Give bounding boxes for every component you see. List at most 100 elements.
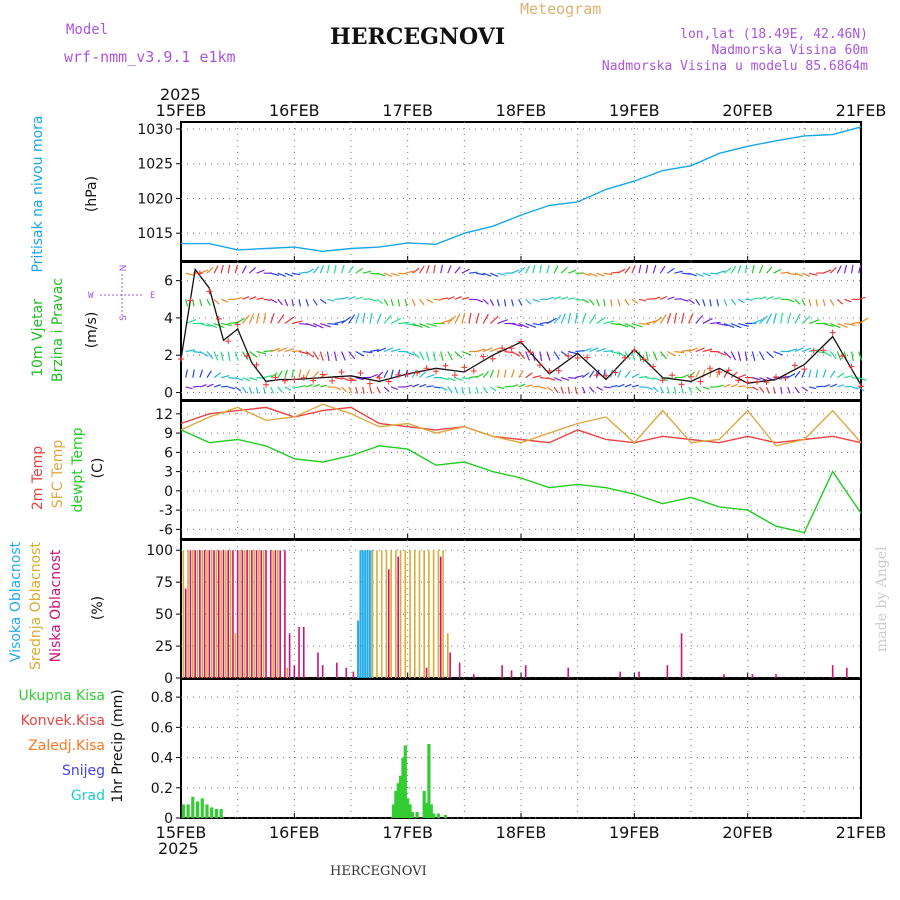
wind-arrow <box>709 272 719 275</box>
wind-arrow <box>440 318 452 325</box>
wind-arrow <box>666 312 672 324</box>
wind-arrow <box>858 296 866 300</box>
wind-speed-marker <box>508 345 515 352</box>
wind-arrow <box>716 299 720 307</box>
wind-arrow <box>433 351 436 362</box>
wind-arrow <box>312 298 318 306</box>
wind-arrow <box>291 350 302 353</box>
pressure-unit: (hPa) <box>84 176 100 212</box>
wind-speed-marker <box>234 321 241 328</box>
wind-arrow <box>362 270 372 274</box>
low-cloud-ylabel: Niska Oblacnost <box>48 549 64 662</box>
wind-arrow <box>653 296 661 300</box>
wind-arrow <box>263 298 271 301</box>
x-tick-label-top: 17FEB <box>382 101 433 120</box>
wind-arrow <box>737 298 745 304</box>
wind-arrow <box>808 319 820 325</box>
wind-arrow <box>645 264 649 274</box>
precip-bar <box>401 757 405 818</box>
wind-arrow <box>454 386 459 394</box>
wind-arrow <box>298 299 301 307</box>
wind-arrow <box>312 351 319 360</box>
legend-snow: Snijeg <box>62 763 105 779</box>
wind-arrow <box>858 317 869 325</box>
wind-arrow <box>362 386 365 394</box>
wind-speed-marker <box>669 372 676 379</box>
wind-arrow <box>235 296 243 300</box>
wind-arrow <box>489 369 494 378</box>
wind-arrow <box>667 350 677 357</box>
wind-arrow <box>298 350 309 355</box>
wind-arrow <box>702 272 712 277</box>
wind-arrow <box>723 322 735 329</box>
wind-arrow <box>553 377 562 382</box>
wind-arrow <box>348 386 353 394</box>
wind-arrow <box>518 383 526 388</box>
wind-arrow <box>270 272 280 276</box>
wind-arrow <box>738 322 749 327</box>
wind-arrow <box>355 296 363 300</box>
wind-arrow <box>255 312 260 324</box>
precip-ytick-label: 0.4 <box>151 751 173 767</box>
wind-arrow <box>291 299 295 307</box>
wind-arrow <box>412 383 420 388</box>
wind-arrow <box>596 386 604 391</box>
compass-e: E <box>150 291 155 301</box>
wind-arrow <box>596 316 606 325</box>
x-tick-label-bottom: 20FEB <box>722 823 773 842</box>
wind-arrow <box>525 322 537 328</box>
model-label: Model <box>66 22 108 38</box>
wind-arrow <box>638 298 647 302</box>
wind-arrow <box>801 299 806 306</box>
wind-arrow <box>376 313 382 324</box>
wind-arrow <box>518 370 524 378</box>
wind-arrow <box>305 351 315 358</box>
wind-arrow <box>652 386 659 393</box>
wind-arrow <box>369 298 378 302</box>
precip-bar <box>219 808 223 818</box>
wind-arrow <box>405 384 413 388</box>
x-tick-label-bottom: 16FEB <box>269 823 320 842</box>
wind-arrow <box>482 347 493 353</box>
wind-arrow <box>646 297 654 300</box>
wind-speed-marker <box>839 352 846 359</box>
precip-bar <box>200 798 204 818</box>
wind-arrow <box>553 314 562 324</box>
wind-speed-marker <box>338 368 345 375</box>
wind-arrow <box>652 316 663 325</box>
wind-arrow <box>383 314 392 324</box>
wind-arrow <box>638 351 642 362</box>
wind-arrow <box>553 386 559 394</box>
wind-arrow <box>489 315 499 324</box>
wind-arrow <box>822 350 832 357</box>
wind-arrow <box>298 271 308 274</box>
wind-speed-marker <box>310 377 317 384</box>
wind-arrow <box>765 386 770 394</box>
wind-arrow <box>433 386 441 389</box>
wind-arrow <box>546 351 551 361</box>
wind-arrow <box>199 299 203 307</box>
wind-arrow <box>334 298 342 300</box>
wind-arrow <box>532 322 544 327</box>
meteogram-label: Meteogram <box>520 0 601 18</box>
wind-speed-marker <box>272 374 279 381</box>
wind-arrow <box>808 386 817 390</box>
wind-speed-marker <box>754 378 761 385</box>
wind-arrow <box>213 372 222 379</box>
wind-arrow <box>631 351 636 361</box>
wind-arrow <box>333 351 338 362</box>
wind-arrow <box>504 385 512 388</box>
wind-arrow <box>242 295 250 300</box>
wind-unit: (m/s) <box>84 312 100 349</box>
wind-arrow <box>780 312 784 324</box>
wind-arrow <box>801 315 811 324</box>
wind-arrow <box>433 298 441 301</box>
wind-arrow <box>589 347 599 353</box>
wind-arrow <box>603 369 606 378</box>
wind-arrow <box>815 369 819 378</box>
wind-arrow <box>220 351 224 362</box>
dewpt-ylabel: dewpt Temp <box>70 427 86 512</box>
precip-panel-frame <box>180 678 862 819</box>
wind-arrow <box>539 377 549 380</box>
